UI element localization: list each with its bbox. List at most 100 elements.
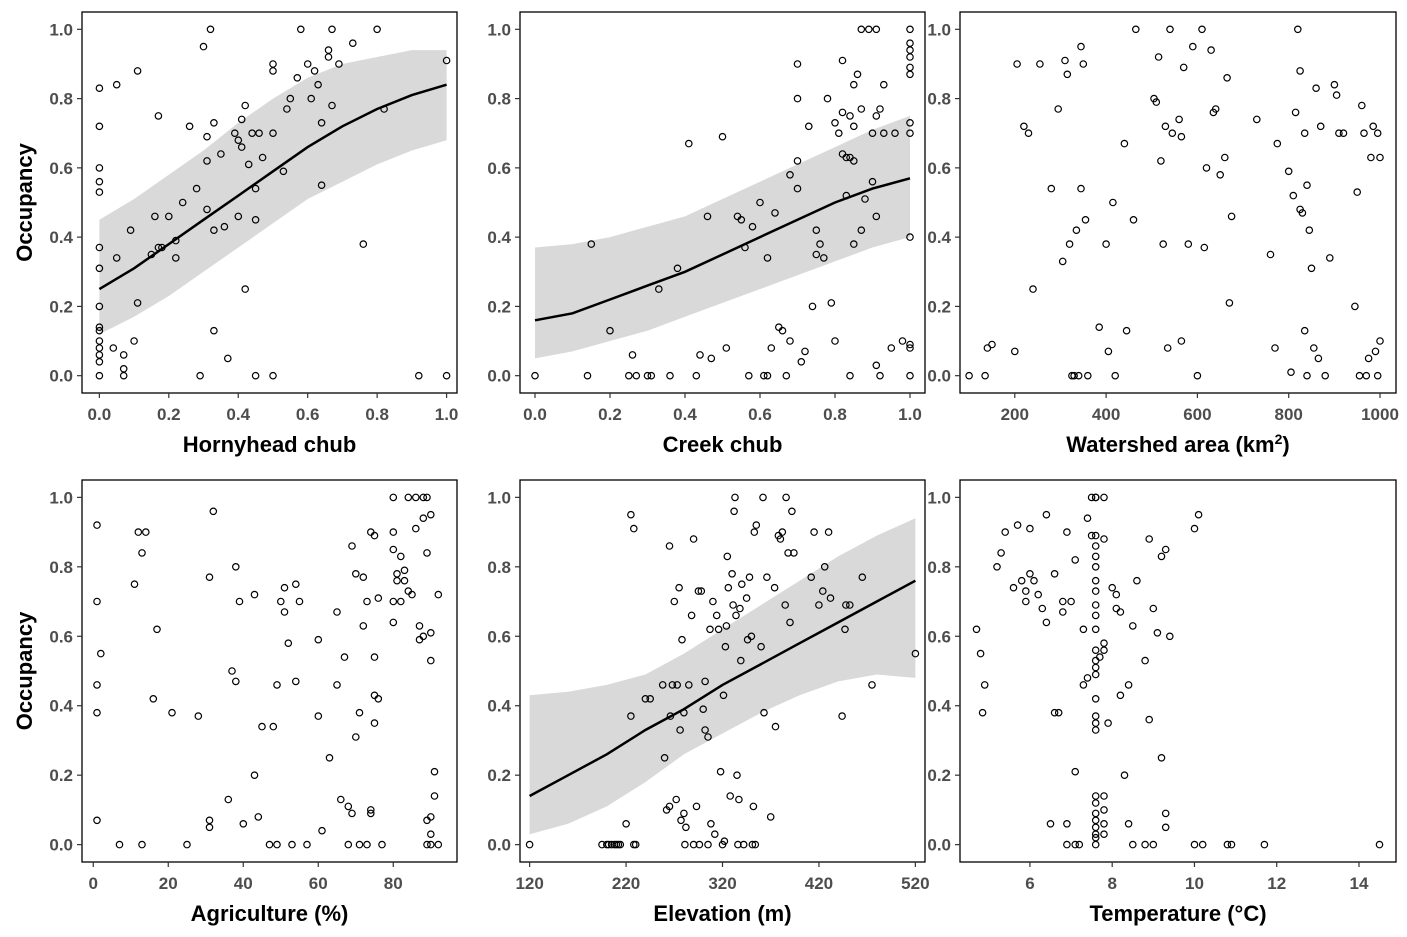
data-point	[423, 549, 431, 557]
x-tick-label: 0	[89, 874, 98, 893]
data-point	[676, 726, 684, 734]
data-point	[1091, 601, 1100, 609]
panel-5: 0.0 0.2 0.4 0.6 0.8 1.0 120 220 320 420 520 Elevati…	[487, 479, 930, 926]
x-tick-label: 600	[1183, 405, 1211, 424]
data-point	[1059, 608, 1067, 616]
data-point	[237, 143, 246, 151]
data-point	[1091, 694, 1100, 703]
data-point	[1193, 371, 1202, 380]
data-point	[95, 243, 104, 252]
x-tick-label: 14	[1350, 874, 1369, 893]
data-point	[838, 56, 847, 65]
panel-4: 0.0 0.2 0.4 0.6 0.8 1.0 0 20 40 60 80 Agriculture (…	[12, 479, 458, 926]
data-point	[303, 840, 311, 849]
data-point	[696, 351, 704, 359]
data-point	[112, 80, 121, 89]
data-point	[93, 708, 101, 717]
data-point	[1271, 344, 1279, 352]
data-point	[763, 573, 771, 582]
data-point	[142, 528, 150, 536]
data-point	[1116, 608, 1125, 616]
data-point	[328, 101, 336, 110]
data-point	[906, 25, 914, 34]
data-point	[776, 535, 785, 543]
data-point	[1010, 347, 1019, 356]
data-point	[426, 830, 435, 839]
data-point	[849, 122, 858, 131]
data-point	[906, 129, 914, 138]
data-point	[739, 840, 748, 849]
data-point	[307, 94, 316, 103]
y-tick-label: 1.0	[927, 20, 951, 39]
data-point	[217, 150, 225, 158]
plot-frame	[959, 479, 1397, 863]
data-point	[906, 63, 914, 72]
data-point	[258, 153, 267, 162]
data-point	[295, 597, 304, 606]
data-point	[1253, 115, 1261, 124]
data-point	[273, 681, 281, 689]
data-point	[793, 60, 802, 68]
data-point	[220, 222, 229, 231]
data-point	[729, 601, 737, 609]
data-point	[771, 209, 779, 217]
data-point	[770, 583, 779, 592]
panel-1: 0.0 0.2 0.4 0.6 0.8 1.0 0.0 0.2 0.4 0.6 0.8 1.0 Horn…	[12, 11, 458, 457]
data-point	[824, 528, 833, 536]
data-point	[210, 226, 218, 235]
data-point	[793, 157, 802, 165]
data-point	[419, 632, 428, 641]
data-point	[1059, 597, 1067, 606]
data-point	[606, 326, 614, 335]
data-point	[849, 157, 858, 165]
data-point	[658, 681, 667, 689]
data-point	[314, 80, 322, 89]
confidence-band	[529, 518, 916, 835]
data-point	[442, 371, 451, 380]
data-point	[1202, 164, 1211, 172]
data-point	[730, 507, 738, 516]
data-point	[1091, 816, 1100, 825]
y-tick-label: 0.6	[49, 159, 73, 178]
data-point	[1221, 153, 1229, 162]
data-point	[276, 597, 285, 606]
data-point	[721, 642, 730, 651]
data-point	[269, 722, 278, 731]
y-tick-label: 0.8	[927, 558, 951, 577]
data-point	[1087, 493, 1096, 502]
data-point	[269, 60, 277, 68]
data-point	[682, 823, 690, 832]
plot-frame	[959, 11, 1397, 394]
data-point	[673, 264, 682, 273]
panel-6: 0.0 0.2 0.4 0.6 0.8 1.0 6 8 10 12 14 Temperature (°…	[927, 479, 1397, 926]
data-point	[258, 722, 266, 731]
data-point	[734, 840, 742, 849]
data-point	[689, 535, 698, 543]
data-point	[423, 493, 431, 502]
data-point	[1091, 493, 1100, 502]
data-point	[583, 371, 592, 380]
data-point	[414, 371, 423, 380]
plot-frame	[81, 479, 458, 863]
data-point	[1373, 371, 1382, 380]
data-point	[165, 212, 173, 221]
fit-line	[98, 83, 447, 291]
data-point	[1071, 556, 1080, 564]
data-point	[1091, 646, 1100, 655]
data-point	[868, 177, 877, 186]
data-point	[1166, 25, 1174, 34]
data-point	[680, 809, 688, 818]
data-point	[1026, 569, 1034, 578]
data-point	[812, 250, 821, 259]
y-tick-label: 0.0	[49, 836, 73, 855]
data-point	[622, 819, 630, 828]
data-point	[1013, 60, 1021, 68]
x-tick-label: 10	[1185, 874, 1204, 893]
data-point	[1036, 60, 1044, 68]
data-point	[1190, 524, 1199, 533]
data-point	[1287, 368, 1295, 377]
data-point	[333, 681, 341, 689]
data-point	[793, 94, 802, 103]
data-point	[134, 528, 143, 536]
data-point	[849, 240, 858, 248]
